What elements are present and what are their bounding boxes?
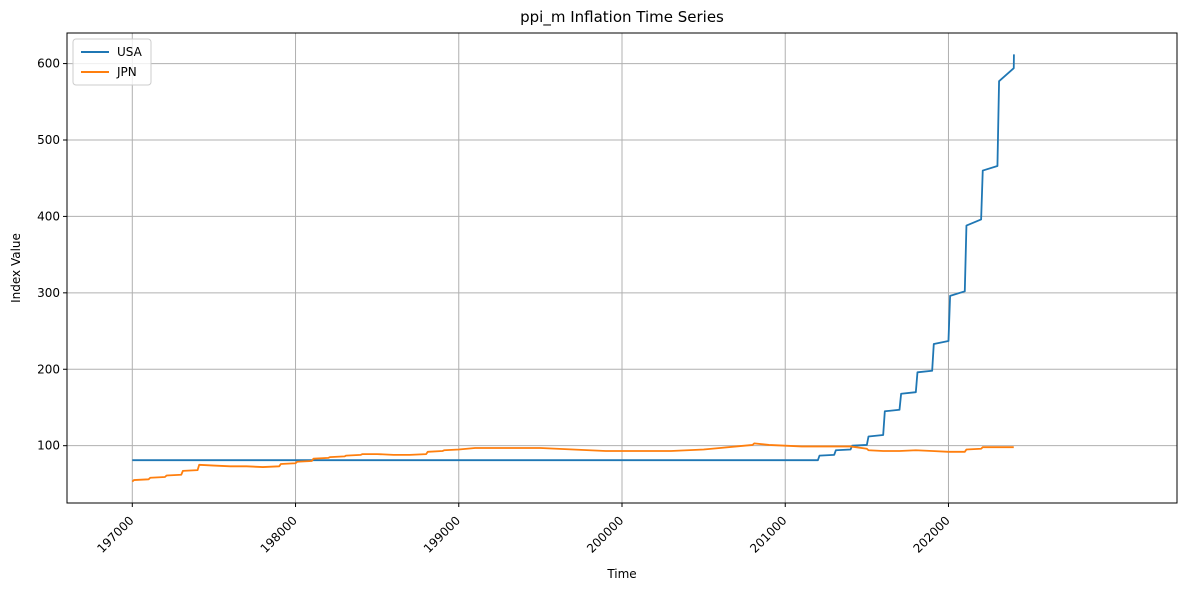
legend-box (72, 38, 152, 86)
y-axis-ticks: 100 200 300 400 500 600 (37, 57, 67, 453)
y-tick-label: 400 (37, 209, 60, 223)
x-tick-label: 198000 (258, 513, 300, 555)
y-axis-label: Index Value (9, 233, 23, 303)
y-tick-label: 100 (37, 439, 60, 453)
x-tick-label: 200000 (584, 513, 626, 555)
y-tick-label: 500 (37, 133, 60, 147)
y-tick-label: 200 (37, 362, 60, 376)
y-tick-label: 300 (37, 286, 60, 300)
y-tick-label: 600 (37, 57, 60, 71)
legend-label-jpn: JPN (116, 65, 137, 79)
x-axis-ticks: 197000 198000 199000 200000 201000 202000 (94, 503, 953, 556)
x-tick-label: 201000 (747, 513, 789, 555)
series-line-jpn (131, 442, 1014, 483)
chart-title: ppi_m Inflation Time Series (520, 8, 724, 27)
x-axis-label: Time (606, 567, 636, 581)
x-tick-label: 199000 (421, 513, 463, 555)
series-line-usa (132, 54, 1015, 462)
legend-label-usa: USA (117, 45, 143, 59)
grid (67, 33, 1177, 503)
series-lines (131, 54, 1015, 483)
x-tick-label: 197000 (94, 513, 136, 555)
x-tick-label: 202000 (911, 513, 953, 555)
legend: USA JPN (72, 38, 152, 86)
